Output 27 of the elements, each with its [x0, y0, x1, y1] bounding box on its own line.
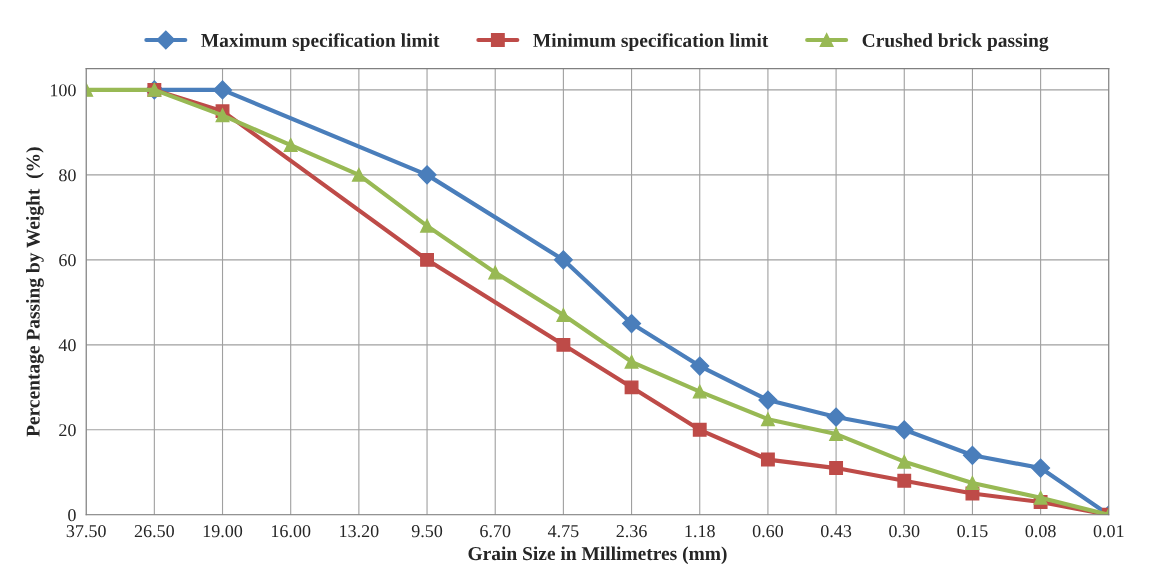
x-tick-label: 0.08	[1025, 525, 1056, 538]
y-tick-label: 60	[59, 254, 76, 267]
x-tick-label: 2.36	[616, 525, 647, 538]
x-tick-label: 9.50	[411, 525, 443, 538]
y-tick-label: 20	[59, 424, 76, 437]
x-tick-label: 26.50	[134, 525, 174, 538]
legend-label: Minimum specification limit	[533, 33, 769, 51]
y-tick-label: 0	[68, 509, 76, 522]
legend-label: Crushed brick passing	[862, 33, 1049, 52]
y-tick-label: 40	[58, 339, 76, 352]
x-tick-label: 6.70	[480, 525, 511, 538]
x-tick-label: 0.30	[889, 525, 920, 538]
x-tick-label: 13.20	[340, 525, 379, 538]
x-tick-label: 37.50	[66, 525, 106, 538]
x-tick-label: 0.43	[820, 525, 852, 538]
legend-label: Maximum specification limit	[201, 33, 440, 51]
y-axis-title: Percentage Passing by Weight (%)	[26, 147, 44, 437]
y-tick-label: 100	[50, 84, 76, 97]
x-tick-label: 4.75	[547, 525, 579, 538]
x-tick-label: 0.01	[1093, 525, 1124, 538]
y-tick-label: 80	[59, 169, 76, 182]
x-axis-title: Grain Size in Millimetres (mm)	[468, 546, 727, 565]
x-tick-label: 19.00	[203, 525, 243, 538]
x-tick-label: 16.00	[271, 525, 311, 538]
x-tick-label: 0.15	[957, 525, 988, 538]
x-tick-label: 0.60	[752, 525, 784, 538]
x-tick-label: 1.18	[685, 525, 715, 538]
